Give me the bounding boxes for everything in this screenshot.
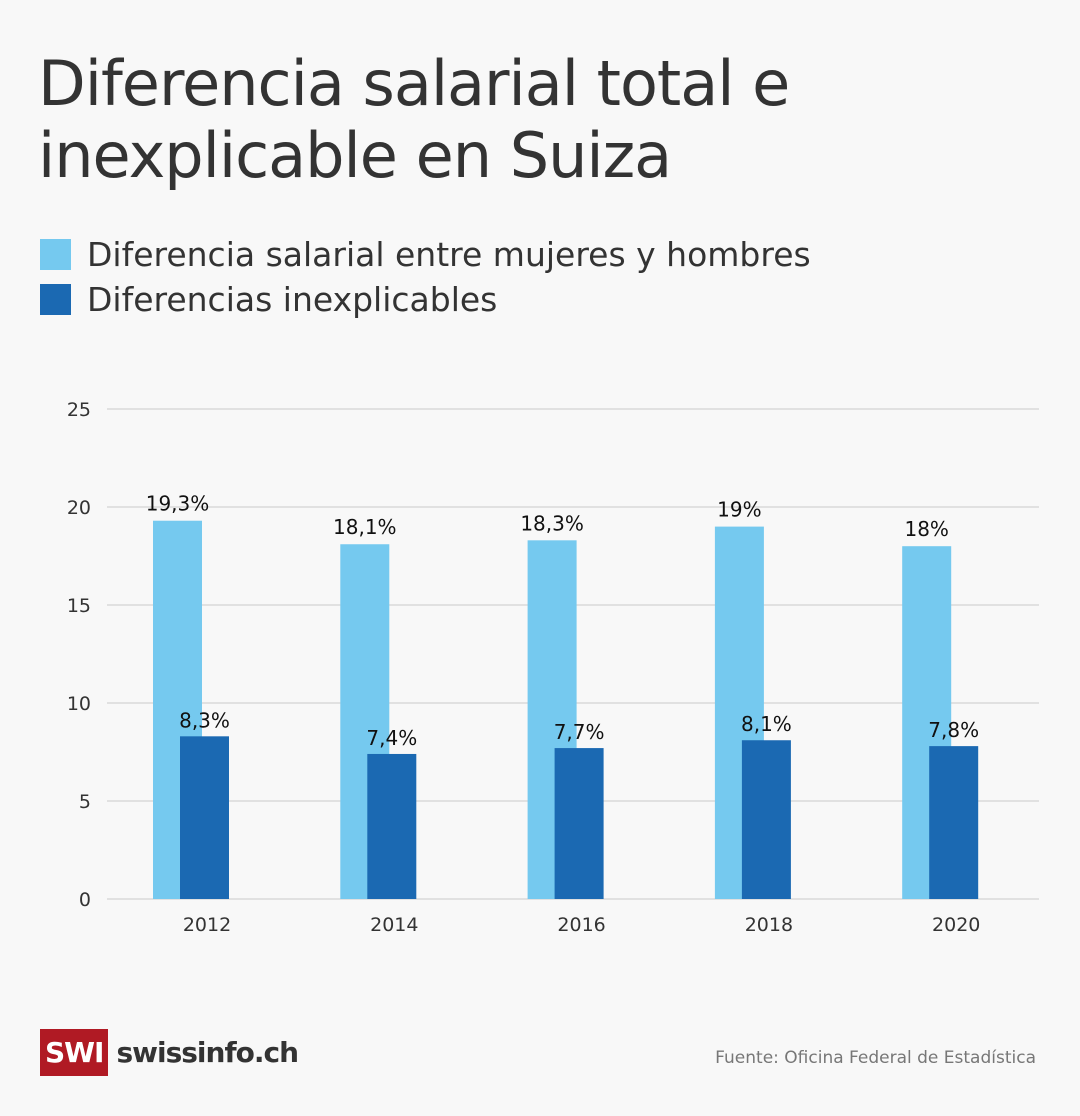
x-tick-label-2016: 2016	[557, 914, 605, 936]
y-tick-label-25: 25	[67, 399, 91, 421]
data-label-unexplained-2012: 8,3%	[179, 708, 230, 732]
bar-unexplained-2014	[367, 753, 417, 899]
data-label-total-2016: 18,3%	[520, 511, 584, 535]
chart-title: Diferencia salarial total e inexplicable…	[38, 47, 790, 192]
legend-swatch-total	[40, 239, 71, 270]
y-tick-label-10: 10	[67, 693, 91, 715]
legend-item-unexplained: Diferencias inexplicables	[40, 277, 811, 322]
data-label-total-2012: 19,3%	[146, 492, 210, 516]
y-tick-label-20: 20	[67, 497, 91, 519]
legend-label-unexplained: Diferencias inexplicables	[87, 280, 498, 319]
data-label-total-2018: 19%	[717, 498, 761, 522]
bar-unexplained-2012	[180, 736, 229, 899]
legend-label-total: Diferencia salarial entre mujeres y homb…	[87, 235, 811, 274]
y-tick-label-5: 5	[79, 791, 91, 813]
legend-swatch-unexplained	[40, 284, 71, 315]
x-tick-label-2020: 2020	[932, 914, 980, 936]
data-label-unexplained-2020: 7,8%	[928, 718, 979, 742]
bar-unexplained-2020	[929, 746, 979, 899]
x-tick-label-2014: 2014	[370, 914, 418, 936]
swi-logo-box: SWI	[40, 1029, 109, 1076]
data-label-unexplained-2016: 7,7%	[554, 720, 605, 744]
legend-item-total: Diferencia salarial entre mujeres y homb…	[40, 232, 811, 277]
data-label-total-2020: 18%	[904, 517, 948, 541]
x-tick-label-2012: 2012	[183, 914, 231, 936]
y-tick-label-0: 0	[79, 889, 91, 911]
swissinfo-logo[interactable]: SWI swissinfo.ch	[40, 1029, 299, 1076]
bar-unexplained-2016	[554, 748, 604, 899]
swi-logo-text: swissinfo.ch	[116, 1036, 299, 1069]
data-label-unexplained-2018: 8,1%	[741, 712, 792, 736]
legend: Diferencia salarial entre mujeres y homb…	[40, 232, 811, 322]
source-note: Fuente: Oficina Federal de Estadística	[715, 1048, 1036, 1068]
bar-unexplained-2018	[741, 740, 791, 899]
x-tick-label-2018: 2018	[745, 914, 793, 936]
data-label-unexplained-2014: 7,4%	[366, 726, 417, 750]
y-tick-label-15: 15	[67, 595, 91, 617]
data-label-total-2014: 18,1%	[333, 515, 397, 539]
